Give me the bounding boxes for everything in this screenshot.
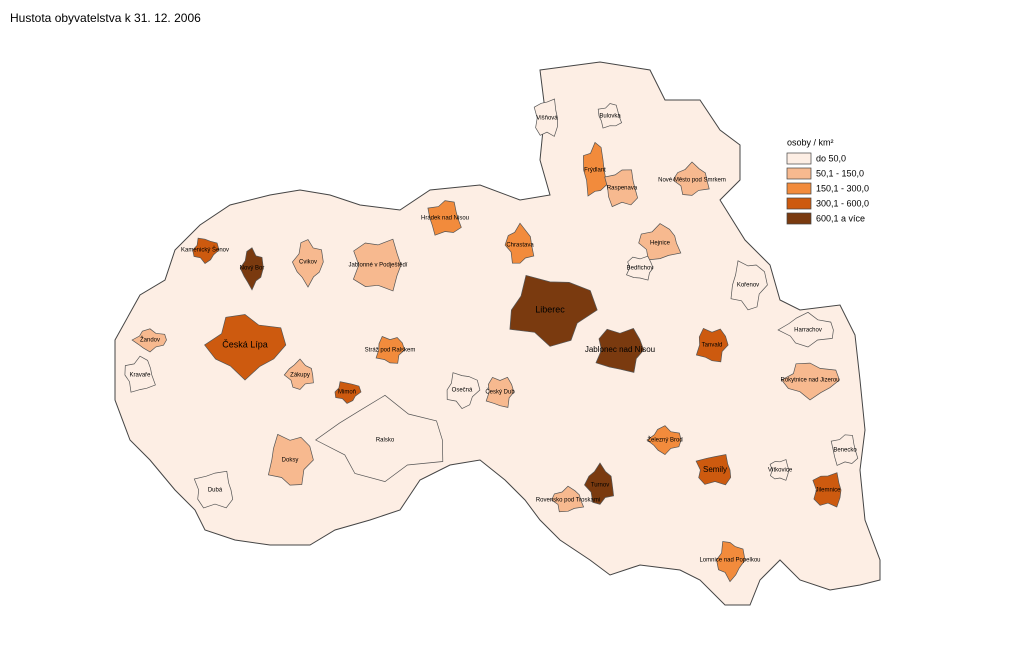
region	[695, 327, 729, 363]
region	[551, 485, 585, 513]
region-label: Jilemnice	[815, 488, 841, 494]
region-label: Zákupy	[290, 373, 310, 379]
region-label: Jablonec nad Nisou	[585, 345, 655, 354]
legend-label: 600,1 a více	[816, 213, 865, 223]
region-label: Chrastava	[506, 243, 534, 249]
regions	[124, 98, 859, 583]
legend-label: 50,1 - 150,0	[816, 168, 864, 178]
region	[509, 274, 598, 347]
region	[239, 247, 264, 291]
region-label: Hejnice	[650, 241, 671, 247]
region	[334, 381, 362, 404]
region	[626, 255, 654, 281]
region-label: Žandov	[140, 336, 160, 344]
region	[769, 459, 790, 481]
legend-title: osoby / km²	[787, 137, 834, 147]
legend-label: 300,1 - 600,0	[816, 198, 869, 208]
region-label: Raspenava	[607, 186, 638, 192]
region-label: Česká Lípa	[222, 339, 268, 349]
region	[283, 358, 314, 390]
region	[446, 372, 481, 410]
legend-swatch	[786, 197, 812, 210]
legend: osoby / km² do 50,0 50,1 - 150,0 150,1 - 3…	[786, 137, 869, 225]
region	[604, 169, 638, 208]
region-label: Benecko	[833, 448, 857, 454]
region	[583, 141, 608, 197]
region-label: Nové Město pod Smrkem	[658, 178, 726, 184]
region-label: Železný Brod	[647, 436, 682, 444]
region-label: Turnov	[591, 483, 609, 489]
region	[504, 222, 535, 264]
region-label: Cvikov	[299, 260, 317, 266]
region-label: Liberec	[535, 304, 565, 314]
region	[716, 541, 746, 583]
region-label: Kravaře	[129, 373, 151, 379]
region-label: Rokytnice nad Jizerou	[780, 378, 839, 384]
region-label: Kořenov	[737, 283, 759, 289]
region-label: Hrádek nad Nisou	[421, 216, 469, 222]
region	[781, 362, 840, 401]
legend-swatch	[786, 182, 812, 195]
region	[830, 434, 859, 466]
region	[291, 239, 324, 288]
region	[352, 238, 402, 292]
region	[812, 472, 842, 508]
region	[192, 237, 220, 264]
region	[131, 328, 167, 353]
region-label: Osečná	[452, 388, 473, 394]
region	[672, 161, 710, 196]
region-label: Tanvald	[702, 343, 723, 349]
region-label: Ralsko	[376, 438, 395, 444]
region-label: Doksy	[282, 458, 299, 464]
region-label: Vítkovice	[768, 468, 793, 474]
region	[597, 103, 623, 129]
region-label: Dubá	[208, 488, 223, 494]
region	[777, 311, 834, 348]
region	[695, 454, 732, 486]
legend-label: do 50,0	[816, 153, 846, 163]
region-label: Kamenický Šenov	[181, 247, 229, 254]
region-label: Jablonné v Podještědí	[348, 263, 407, 269]
map-title: Hustota obyvatelstva k 31. 12. 2006	[10, 11, 201, 25]
region	[595, 327, 645, 373]
legend-swatch	[786, 167, 812, 180]
region-label: Mimoň	[338, 390, 356, 396]
region	[533, 98, 558, 137]
region	[584, 462, 614, 505]
region	[315, 394, 444, 482]
region-label: Bulovka	[599, 114, 621, 120]
region-label: Nový Bor	[240, 266, 265, 272]
legend-swatch	[786, 152, 812, 165]
region-label: Višňová	[536, 116, 558, 122]
region	[375, 336, 406, 364]
region	[638, 223, 682, 261]
region	[193, 470, 234, 509]
region	[646, 425, 682, 456]
region-label: Stráž pod Ralskem	[365, 348, 416, 354]
legend-label: 150,1 - 300,0	[816, 183, 869, 193]
region	[124, 355, 156, 393]
region-label: Lomnice nad Popelkou	[699, 558, 760, 564]
region	[267, 433, 314, 486]
region-label: Harrachov	[794, 328, 822, 334]
region	[485, 376, 515, 408]
region-label: Český Dub	[485, 389, 515, 396]
region-label: Bedřichov	[627, 266, 654, 272]
map-outline	[114, 61, 881, 606]
region	[204, 314, 287, 381]
region-label: Frýdlant	[584, 168, 606, 174]
region-label: Rovensko pod Troskami	[536, 498, 600, 504]
region	[730, 260, 768, 311]
region-label: Semily	[703, 465, 727, 474]
legend-swatch	[786, 212, 812, 225]
region-labels: Ralsko Česká Lípa Liberec Jablonec nad Niso…	[129, 114, 857, 564]
region	[427, 200, 462, 236]
